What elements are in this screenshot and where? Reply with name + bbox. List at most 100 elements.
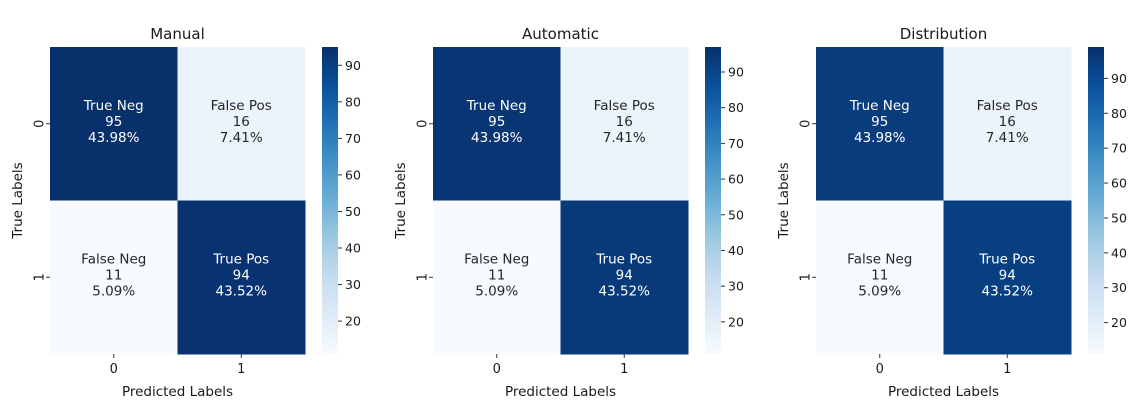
heatmap-cell xyxy=(943,200,1072,355)
cell-count-label: 11 xyxy=(105,267,122,283)
cell-category-label: False Neg xyxy=(81,251,146,267)
cell-count-label: 94 xyxy=(999,267,1016,283)
cell-percent-label: 43.98% xyxy=(471,130,523,146)
x-tick-label: 1 xyxy=(1003,362,1011,377)
colorbar-tick-label: 30 xyxy=(1111,280,1127,295)
heatmap-cell xyxy=(433,47,561,201)
x-axis-label: Predicted Labels xyxy=(505,384,616,400)
y-tick-label: 0 xyxy=(33,120,48,128)
colorbar-tick-label: 80 xyxy=(728,100,744,115)
cell-category-label: True Pos xyxy=(978,251,1035,267)
cell-count-label: 95 xyxy=(871,114,888,130)
chart-title: Automatic xyxy=(522,25,599,43)
cell-percent-label: 43.52% xyxy=(599,283,651,299)
colorbar-tick-label: 70 xyxy=(1111,141,1127,156)
cell-category-label: True Pos xyxy=(595,251,652,267)
colorbar-tick-label: 90 xyxy=(1111,71,1127,86)
colorbar xyxy=(705,47,721,354)
colorbar-tick-label: 50 xyxy=(728,207,744,222)
cell-count-label: 94 xyxy=(233,267,250,283)
heatmap-cell xyxy=(50,200,178,355)
y-axis-label: True Labels xyxy=(776,162,792,239)
x-tick-label: 1 xyxy=(620,362,628,377)
chart-title: Manual xyxy=(150,25,205,43)
colorbar-tick-label: 20 xyxy=(728,314,744,329)
colorbar-tick-label: 90 xyxy=(728,64,744,79)
cell-category-label: False Pos xyxy=(211,98,272,114)
colorbar-tick-label: 50 xyxy=(345,204,361,219)
heatmap-cell xyxy=(816,47,944,201)
cell-percent-label: 43.98% xyxy=(88,130,140,146)
cell-percent-label: 5.09% xyxy=(92,283,135,299)
heatmap-cell xyxy=(433,200,561,355)
y-tick-label: 1 xyxy=(33,273,48,281)
cell-category-label: False Neg xyxy=(464,251,529,267)
cell-category-label: True Neg xyxy=(83,98,144,114)
x-tick-label: 0 xyxy=(876,362,884,377)
x-tick-label: 0 xyxy=(493,362,501,377)
colorbar-tick-label: 70 xyxy=(345,131,361,146)
colorbar-tick-label: 30 xyxy=(345,277,361,292)
cell-count-label: 16 xyxy=(233,114,250,130)
cell-percent-label: 43.52% xyxy=(216,283,268,299)
colorbar-tick-label: 90 xyxy=(345,58,361,73)
y-axis-label: True Labels xyxy=(393,162,409,239)
colorbar-tick-label: 20 xyxy=(345,314,361,329)
heatmap-cell xyxy=(560,200,689,355)
heatmap-cell xyxy=(816,200,944,355)
chart-title: Distribution xyxy=(900,25,988,43)
cell-percent-label: 7.41% xyxy=(603,130,646,146)
x-axis-label: Predicted Labels xyxy=(888,384,999,400)
colorbar-tick-label: 60 xyxy=(1111,176,1127,191)
cell-percent-label: 43.52% xyxy=(982,283,1034,299)
x-tick-label: 0 xyxy=(110,362,118,377)
cell-count-label: 95 xyxy=(105,114,122,130)
cell-category-label: True Pos xyxy=(212,251,269,267)
cell-percent-label: 7.41% xyxy=(220,130,263,146)
heatmap-cell xyxy=(560,47,689,201)
cell-count-label: 16 xyxy=(616,114,633,130)
heatmap-cell xyxy=(177,47,306,201)
colorbar-tick-label: 20 xyxy=(1111,315,1127,330)
y-tick-label: 0 xyxy=(799,120,814,128)
cell-count-label: 94 xyxy=(616,267,633,283)
colorbar-tick-label: 40 xyxy=(1111,245,1127,260)
cell-category-label: True Neg xyxy=(849,98,910,114)
cell-count-label: 95 xyxy=(488,114,505,130)
cell-category-label: False Pos xyxy=(977,98,1038,114)
cell-percent-label: 5.09% xyxy=(475,283,518,299)
colorbar-tick-label: 70 xyxy=(728,136,744,151)
y-tick-label: 1 xyxy=(416,273,431,281)
cell-percent-label: 5.09% xyxy=(858,283,901,299)
cell-category-label: True Neg xyxy=(466,98,527,114)
cell-category-label: False Neg xyxy=(847,251,912,267)
cell-count-label: 11 xyxy=(871,267,888,283)
colorbar-tick-label: 80 xyxy=(1111,106,1127,121)
y-tick-label: 1 xyxy=(799,273,814,281)
colorbar-tick-label: 40 xyxy=(728,243,744,258)
colorbar xyxy=(1088,47,1104,354)
colorbar-tick-label: 60 xyxy=(728,172,744,187)
x-axis-label: Predicted Labels xyxy=(122,384,233,400)
colorbar-tick-label: 40 xyxy=(345,241,361,256)
x-tick-label: 1 xyxy=(237,362,245,377)
cell-percent-label: 43.98% xyxy=(854,130,906,146)
cell-percent-label: 7.41% xyxy=(986,130,1029,146)
colorbar xyxy=(322,47,338,354)
heatmap-cell xyxy=(177,200,306,355)
cell-count-label: 16 xyxy=(999,114,1016,130)
colorbar-tick-label: 50 xyxy=(1111,210,1127,225)
y-axis-label: True Labels xyxy=(10,162,26,239)
heatmap-cell xyxy=(943,47,1072,201)
colorbar-tick-label: 60 xyxy=(345,167,361,182)
cell-count-label: 11 xyxy=(488,267,505,283)
heatmap-cell xyxy=(50,47,178,201)
y-tick-label: 0 xyxy=(416,120,431,128)
cell-category-label: False Pos xyxy=(594,98,655,114)
colorbar-tick-label: 30 xyxy=(728,279,744,294)
colorbar-tick-label: 80 xyxy=(345,94,361,109)
